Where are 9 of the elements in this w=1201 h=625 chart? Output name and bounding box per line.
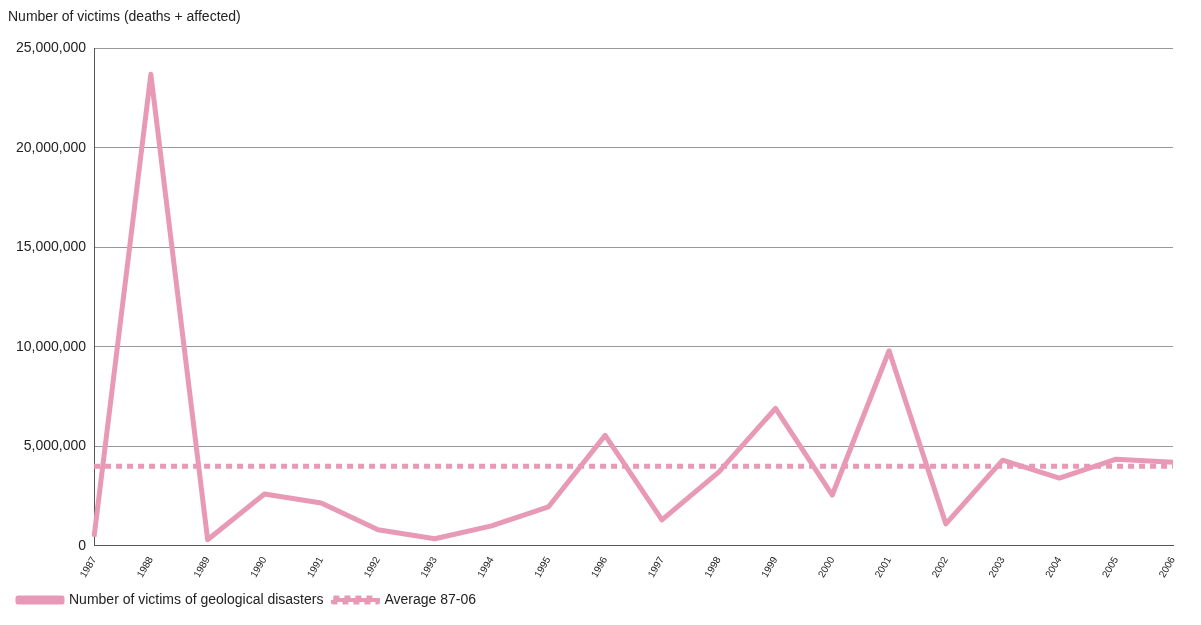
legend-label: Number of victims of geological disasters (69, 590, 324, 607)
y-tick-label: 25,000,000 (15, 39, 87, 56)
y-tick-label: 0 (78, 536, 87, 553)
legend-label: Average 87-06 (384, 590, 477, 607)
y-tick-label: 15,000,000 (15, 238, 87, 255)
y-tick-label: 20,000,000 (15, 138, 87, 155)
y-tick-label: 5,000,000 (23, 437, 87, 454)
y-tick-label: 10,000,000 (15, 337, 87, 354)
y-axis-title: Number of victims (deaths + affected) (8, 8, 242, 26)
